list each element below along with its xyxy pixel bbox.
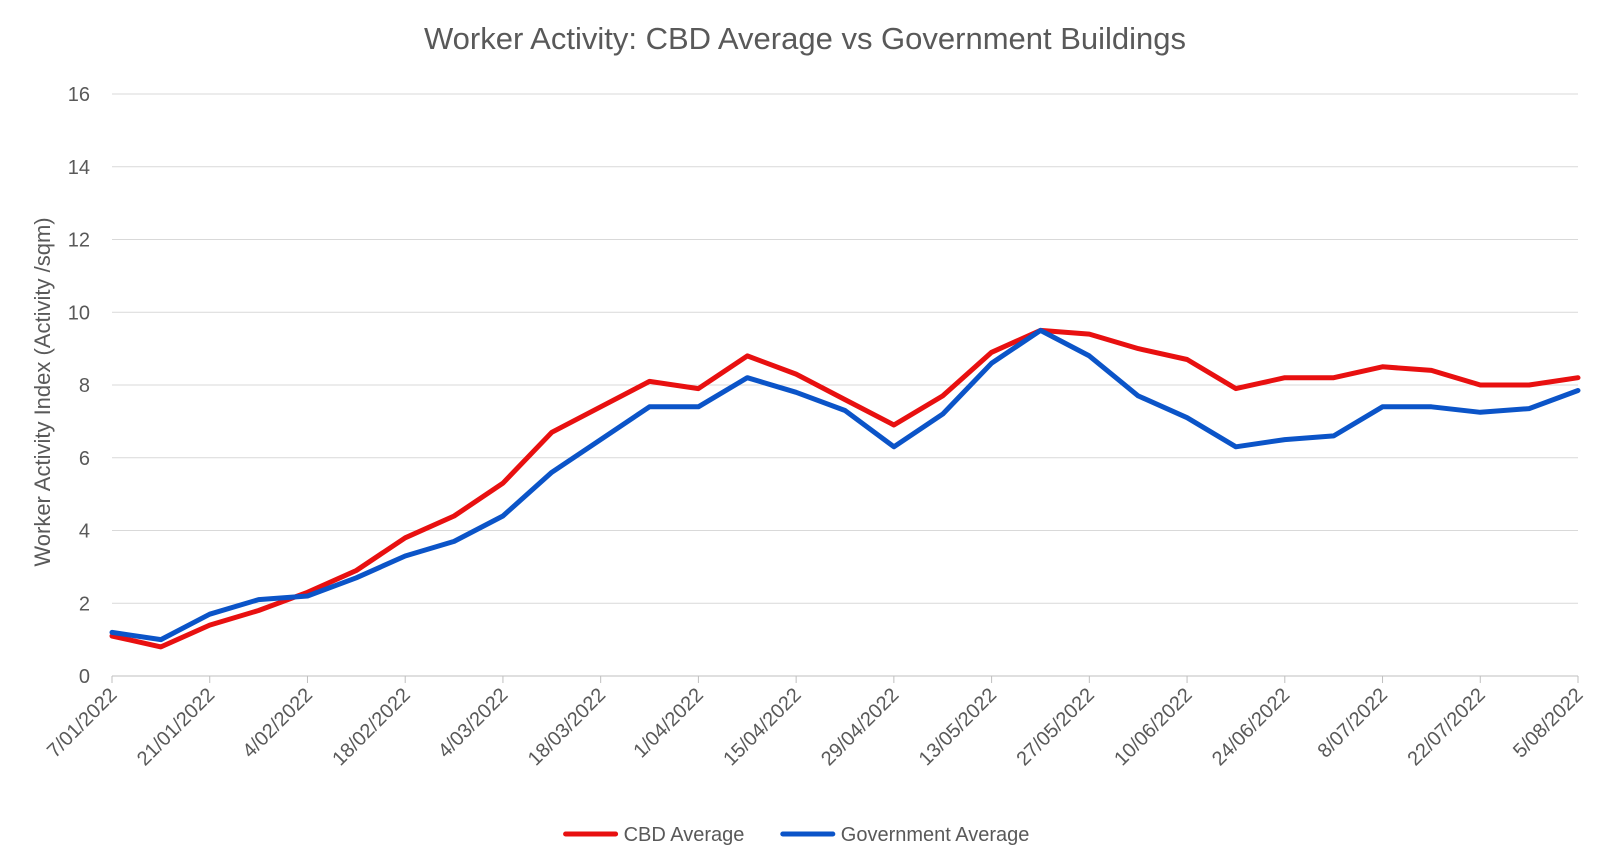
x-tick-label: 8/07/2022	[1314, 684, 1392, 762]
x-tick-label: 29/04/2022	[817, 684, 903, 770]
y-tick-label: 6	[79, 448, 90, 470]
legend-item: Government Average	[780, 824, 1030, 846]
legend-item: CBD Average	[563, 824, 745, 846]
legend: CBD Average Government Average	[563, 824, 1030, 846]
x-tick-label: 18/02/2022	[328, 684, 414, 770]
x-tick-label: 18/03/2022	[524, 684, 610, 770]
x-tick-label: 27/05/2022	[1013, 684, 1099, 770]
x-tick-label: 7/01/2022	[43, 684, 121, 762]
gridlines	[112, 93, 1578, 604]
series-line-government-average	[109, 327, 1581, 643]
x-axis: 7/01/2022 21/01/2022 4/02/2022 18/02/2022 4/…	[43, 675, 1588, 770]
y-axis-title: Worker Activity Index (Activity /sqm)	[30, 217, 55, 566]
legend-label: CBD Average	[624, 824, 745, 846]
y-axis-ticks: 0 2 4 6 8 10 12 14 16	[68, 84, 90, 688]
y-tick-label: 12	[68, 230, 90, 252]
chart-title: Worker Activity: CBD Average vs Governme…	[424, 21, 1186, 56]
x-tick-label: 13/05/2022	[915, 684, 1001, 770]
x-tick-label: 24/06/2022	[1208, 684, 1294, 770]
y-tick-label: 2	[79, 593, 90, 615]
x-tick-label: 1/04/2022	[629, 684, 707, 762]
y-tick-label: 4	[79, 521, 90, 543]
series-line-cbd-average	[109, 327, 1581, 650]
y-tick-label: 0	[79, 666, 90, 688]
x-tick-label: 4/03/2022	[434, 684, 512, 762]
x-tick-label: 5/08/2022	[1509, 684, 1587, 762]
y-tick-label: 14	[68, 157, 90, 179]
y-tick-label: 10	[68, 302, 90, 324]
y-tick-label: 16	[68, 84, 90, 106]
x-tick-label: 15/04/2022	[719, 684, 805, 770]
y-tick-label: 8	[79, 375, 90, 397]
x-tick-label: 10/06/2022	[1110, 684, 1196, 770]
x-tick-label: 22/07/2022	[1403, 684, 1489, 770]
legend-label: Government Average	[841, 824, 1030, 846]
x-tick-label: 21/01/2022	[133, 684, 219, 770]
series-lines	[109, 327, 1581, 650]
x-tick-label: 4/02/2022	[239, 684, 317, 762]
